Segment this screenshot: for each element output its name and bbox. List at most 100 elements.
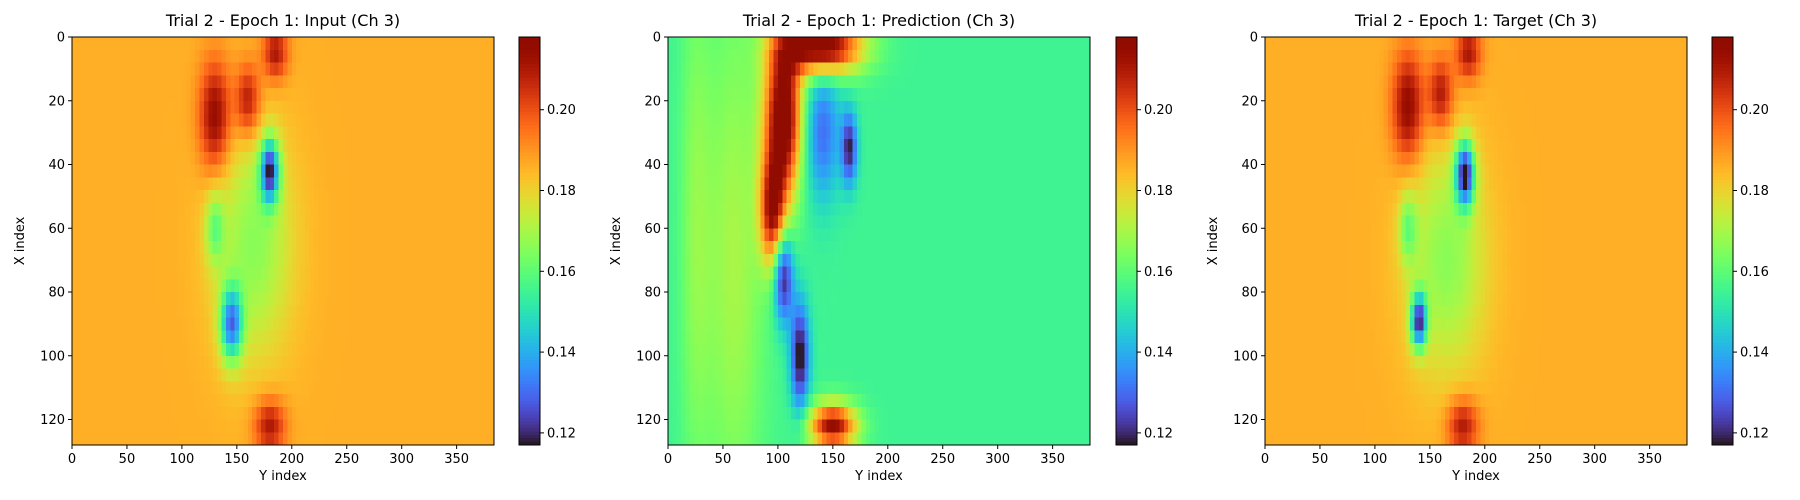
- heatmap-cell: [322, 419, 328, 433]
- heatmap-cell: [668, 215, 673, 229]
- heatmap-cell: [786, 88, 792, 102]
- heatmap-cell: [1076, 177, 1082, 191]
- heatmap-cell: [362, 126, 368, 140]
- heatmap-cell: [406, 317, 412, 331]
- heatmap-cell: [861, 228, 867, 242]
- heatmap-cell: [366, 215, 372, 229]
- heatmap-cell: [764, 37, 770, 51]
- heatmap-cell: [865, 190, 871, 204]
- heatmap-cell: [472, 177, 478, 191]
- heatmap-cell: [857, 215, 863, 229]
- heatmap-cell: [984, 241, 990, 255]
- heatmap-cell: [839, 139, 845, 153]
- heatmap-cell: [247, 253, 253, 268]
- heatmap-cell: [370, 100, 376, 115]
- heatmap-cell: [296, 253, 302, 268]
- heatmap-cell: [195, 215, 201, 229]
- heatmap-cell: [225, 419, 231, 433]
- heatmap-cell: [1059, 228, 1065, 242]
- heatmap-cell: [966, 37, 972, 51]
- heatmap-cell: [804, 88, 810, 102]
- heatmap-cell: [883, 253, 889, 268]
- heatmap-cell: [432, 126, 438, 140]
- heatmap-cell: [485, 381, 491, 395]
- heatmap-cell: [269, 343, 275, 357]
- heatmap-cell: [93, 75, 99, 89]
- heatmap-cell: [234, 419, 240, 433]
- heatmap-cell: [397, 368, 403, 382]
- heatmap-cell: [476, 394, 482, 408]
- heatmap-cell: [265, 368, 271, 382]
- heatmap-cell: [480, 343, 486, 357]
- heatmap-cell: [962, 62, 968, 76]
- heatmap-cell: [454, 37, 460, 51]
- heatmap-cell: [1050, 151, 1056, 166]
- heatmap-cell: [1063, 113, 1069, 127]
- heatmap-cell: [879, 228, 884, 242]
- heatmap-cell: [190, 164, 196, 178]
- heatmap-cell: [309, 368, 315, 382]
- heatmap-cell: [159, 177, 165, 191]
- heatmap-cell: [85, 228, 91, 242]
- heatmap-cell: [896, 113, 902, 127]
- heatmap-cell: [711, 49, 717, 64]
- heatmap-cell: [357, 49, 363, 64]
- heatmap-cell: [896, 37, 902, 51]
- heatmap-cell: [852, 126, 858, 140]
- heatmap-cell: [980, 164, 986, 178]
- heatmap-cell: [168, 215, 174, 229]
- heatmap-cell: [212, 215, 218, 229]
- heatmap-cell: [318, 228, 324, 242]
- heatmap-cell: [472, 37, 478, 51]
- heatmap-cell: [773, 100, 779, 115]
- heatmap-cell: [212, 49, 218, 64]
- heatmap-cell: [720, 126, 726, 140]
- heatmap-cell: [835, 164, 841, 178]
- heatmap-cell: [85, 304, 91, 319]
- heatmap-cell: [274, 151, 280, 166]
- heatmap-cell: [357, 241, 363, 255]
- heatmap-cell: [265, 49, 271, 64]
- heatmap-cell: [751, 49, 757, 64]
- heatmap-cell: [124, 202, 130, 217]
- heatmap-cell: [239, 37, 245, 51]
- heatmap-cell: [208, 75, 214, 89]
- heatmap-cell: [909, 88, 915, 102]
- heatmap-cell: [966, 151, 972, 166]
- heatmap-cell: [839, 113, 845, 127]
- heatmap-cell: [98, 177, 104, 191]
- heatmap-cell: [278, 304, 284, 319]
- heatmap-cell: [375, 190, 381, 204]
- heatmap-cell: [1059, 126, 1065, 140]
- heatmap-cell: [450, 381, 456, 395]
- heatmap-cell: [436, 75, 442, 89]
- heatmap-cell: [72, 62, 77, 76]
- heatmap-cell: [76, 343, 82, 357]
- colorbar-segment: [519, 421, 540, 426]
- heatmap-cell: [1006, 190, 1012, 204]
- heatmap-cell: [716, 190, 722, 204]
- heatmap-cell: [738, 164, 744, 178]
- heatmap-cell: [458, 139, 464, 153]
- heatmap-cell: [742, 139, 748, 153]
- heatmap-cell: [760, 62, 766, 76]
- heatmap-cell: [1054, 126, 1060, 140]
- colorbar-segment: [519, 288, 540, 293]
- heatmap-cell: [401, 432, 407, 446]
- heatmap-cell: [72, 241, 77, 255]
- colorbar-segment: [519, 67, 540, 72]
- heatmap-cell: [190, 304, 196, 319]
- heatmap-cell: [966, 126, 972, 140]
- heatmap-cell: [102, 202, 108, 217]
- heatmap-cell: [472, 381, 478, 395]
- heatmap-cell: [1063, 75, 1069, 89]
- heatmap-cell: [142, 139, 148, 153]
- heatmap-cell: [971, 151, 977, 166]
- heatmap-cell: [357, 292, 363, 306]
- heatmap-cell: [410, 355, 416, 370]
- heatmap-cell: [720, 49, 726, 64]
- colorbar-tick-label: 0.20: [547, 103, 576, 118]
- heatmap-cell: [353, 139, 359, 153]
- heatmap-cell: [711, 113, 717, 127]
- heatmap-cell: [1050, 190, 1056, 204]
